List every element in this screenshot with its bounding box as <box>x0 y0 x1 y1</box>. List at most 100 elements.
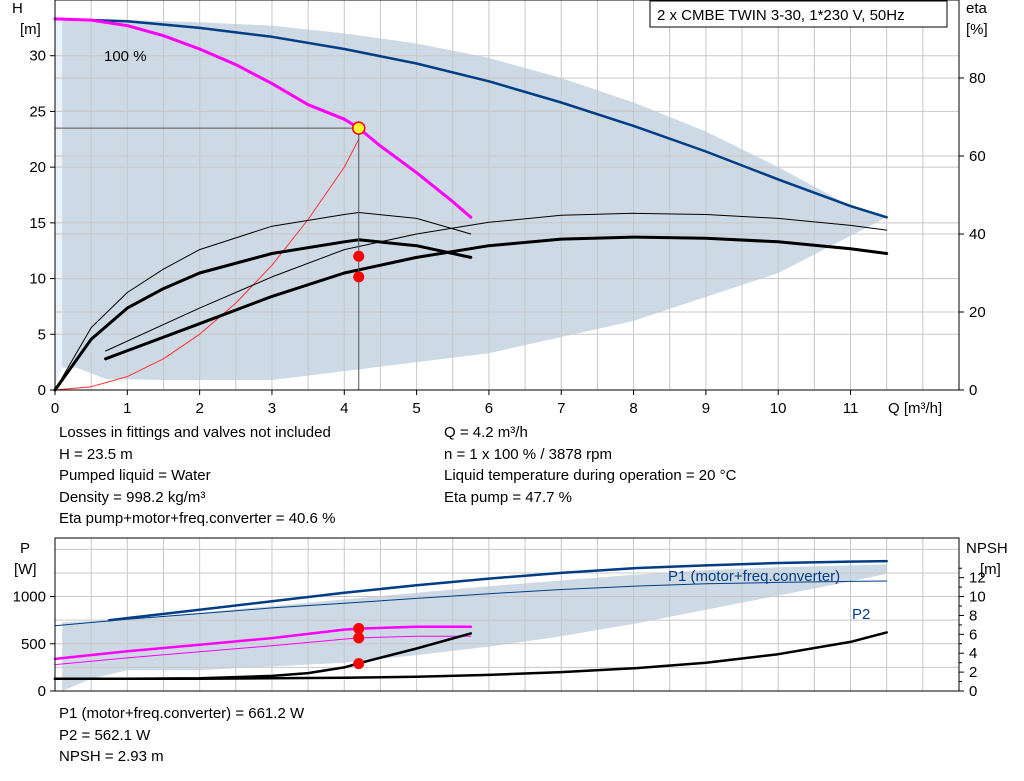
p-axis-unit: [W] <box>14 561 37 578</box>
npsh-tick-label: 4 <box>969 645 977 662</box>
p2-series-label: P2 <box>852 606 870 623</box>
h-tick-label: 10 <box>29 271 46 288</box>
h-axis-unit: [m] <box>20 21 41 38</box>
npsh-axis-label: NPSH <box>966 540 1008 557</box>
x-tick-label: 8 <box>629 400 637 417</box>
p-tick-label: 500 <box>21 636 46 653</box>
npsh-tick-label: 10 <box>969 589 986 606</box>
x-tick-label: 4 <box>340 400 348 417</box>
h-ticks: 0 5 10 15 20 25 30 <box>29 48 55 399</box>
x-tick-label: 3 <box>268 400 276 417</box>
p-axis-label: P <box>20 540 30 557</box>
h-tick-label: 15 <box>29 215 46 232</box>
power-marker <box>353 623 365 635</box>
top-operating-area <box>55 18 887 385</box>
top-markers <box>351 121 366 283</box>
h-tick-label: 20 <box>29 159 46 176</box>
curve-label-100: 100 % <box>104 48 147 65</box>
h-tick-label: 0 <box>38 382 46 399</box>
h-tick-label: 25 <box>29 103 46 120</box>
series-npsh-long <box>53 631 888 680</box>
bottom-series <box>53 559 888 680</box>
power-operating-area <box>62 564 887 691</box>
info-eta-pump: Eta pump = 47.7 % <box>444 488 572 506</box>
x-tick-label: 0 <box>51 400 59 417</box>
info-npsh: NPSH = 2.93 m <box>59 748 164 765</box>
bottom-plot-frame <box>54 537 960 692</box>
eta-ticks: 0 20 40 60 80 <box>959 70 986 399</box>
info-p2: P2 = 562.1 W <box>59 726 151 744</box>
chart-title: 2 x CMBE TWIN 3-30, 1*230 V, 50Hz <box>657 7 905 24</box>
eta-tick-label: 80 <box>969 70 986 87</box>
npsh-tick-label: 2 <box>969 664 977 681</box>
npsh-axis-unit: [m] <box>980 561 1001 578</box>
duty-point-marker <box>351 121 366 135</box>
series-p2-100 <box>54 635 472 666</box>
x-tick-label: 2 <box>195 400 203 417</box>
eta-tick-label: 60 <box>969 148 986 165</box>
info-losses: Losses in fittings and valves not includ… <box>59 424 331 441</box>
info-flow: Q = 4.2 m³/h <box>444 424 528 441</box>
series-eta-total-bold <box>104 235 889 361</box>
bottom-grid <box>55 538 959 691</box>
q-axis-label: Q [m³/h] <box>888 400 942 417</box>
x-tick-label: 11 <box>843 400 859 417</box>
h-axis-label: H <box>12 0 23 17</box>
info-liquid: Pumped liquid = Water <box>59 467 211 484</box>
info-right: Q = 4.2 m³/h n = 1 x 100 % / 3878 rpm Li… <box>444 422 736 508</box>
eta-tick-label: 40 <box>969 226 986 243</box>
series-system-curve <box>54 138 360 391</box>
info-p1: P1 (motor+freq.converter) = 661.2 W <box>59 705 305 722</box>
p-tick-label: 0 <box>38 683 46 700</box>
bottom-markers <box>353 623 365 670</box>
info-density: Density = 998.2 kg/m³ <box>59 488 206 506</box>
bottom-plot: 0 500 1000 0 2 4 6 810 12 P [W] NPSH [m] P1 (mo… <box>13 537 1008 700</box>
npsh-tick-label: 8 <box>969 607 977 624</box>
series-eta-total-thin <box>105 212 888 352</box>
x-tick-label: 7 <box>557 400 565 417</box>
power-marker <box>353 658 365 670</box>
p-tick-label: 1000 <box>13 589 46 606</box>
eta-marker <box>353 250 365 262</box>
x-ticks: 0 1 2 3 4 5 6 7 8 9 10 11 <box>51 390 858 417</box>
series-p1-100 <box>53 625 473 661</box>
x-tick-label: 10 <box>770 400 787 417</box>
series-max-curve <box>53 17 888 219</box>
p-ticks: 0 500 1000 <box>13 589 55 700</box>
series-eta-pump-bold <box>53 238 473 392</box>
eta-axis-unit: [%] <box>966 21 988 38</box>
series-p2 <box>54 580 888 627</box>
info-eta-total: Eta pump+motor+freq.converter = 40.6 % <box>59 510 336 527</box>
power-marker <box>353 632 365 644</box>
top-series <box>53 17 889 392</box>
p1-series-label: P1 (motor+freq.converter) <box>668 568 840 585</box>
info-speed: n = 1 x 100 % / 3878 rpm <box>444 445 613 463</box>
title-box <box>649 0 948 28</box>
eta-tick-label: 20 <box>969 304 986 321</box>
series-100 <box>53 17 473 219</box>
top-grid <box>55 0 959 390</box>
npsh-tick-label: 0 <box>969 683 977 700</box>
npsh-ticks: 0 2 4 6 810 12 <box>959 567 986 700</box>
x-tick-label: 5 <box>412 400 420 417</box>
eta-marker <box>353 271 365 283</box>
eta-tick-label: 0 <box>969 382 977 399</box>
info-bottom: P1 (motor+freq.converter) = 661.2 W P2 =… <box>59 703 304 768</box>
x-tick-label: 1 <box>123 400 131 417</box>
operating-area <box>62 18 887 381</box>
info-left: Losses in fittings and valves not includ… <box>59 422 335 530</box>
x-tick-label: 6 <box>485 400 493 417</box>
npsh-tick-label: 6 <box>969 626 977 643</box>
x-tick-label: 9 <box>702 400 710 417</box>
series-p1-motor-freq-converter <box>107 559 888 622</box>
info-temperature: Liquid temperature during operation = 20… <box>444 467 737 484</box>
h-tick-label: 5 <box>38 326 46 343</box>
h-tick-label: 30 <box>29 48 46 65</box>
eta-axis-label: eta <box>966 0 988 17</box>
npsh-tick-label: 12 <box>969 570 986 587</box>
top-plot-frame <box>54 0 960 391</box>
info-head: H = 23.5 m <box>59 445 133 463</box>
series-eta-pump-thin <box>54 212 472 391</box>
